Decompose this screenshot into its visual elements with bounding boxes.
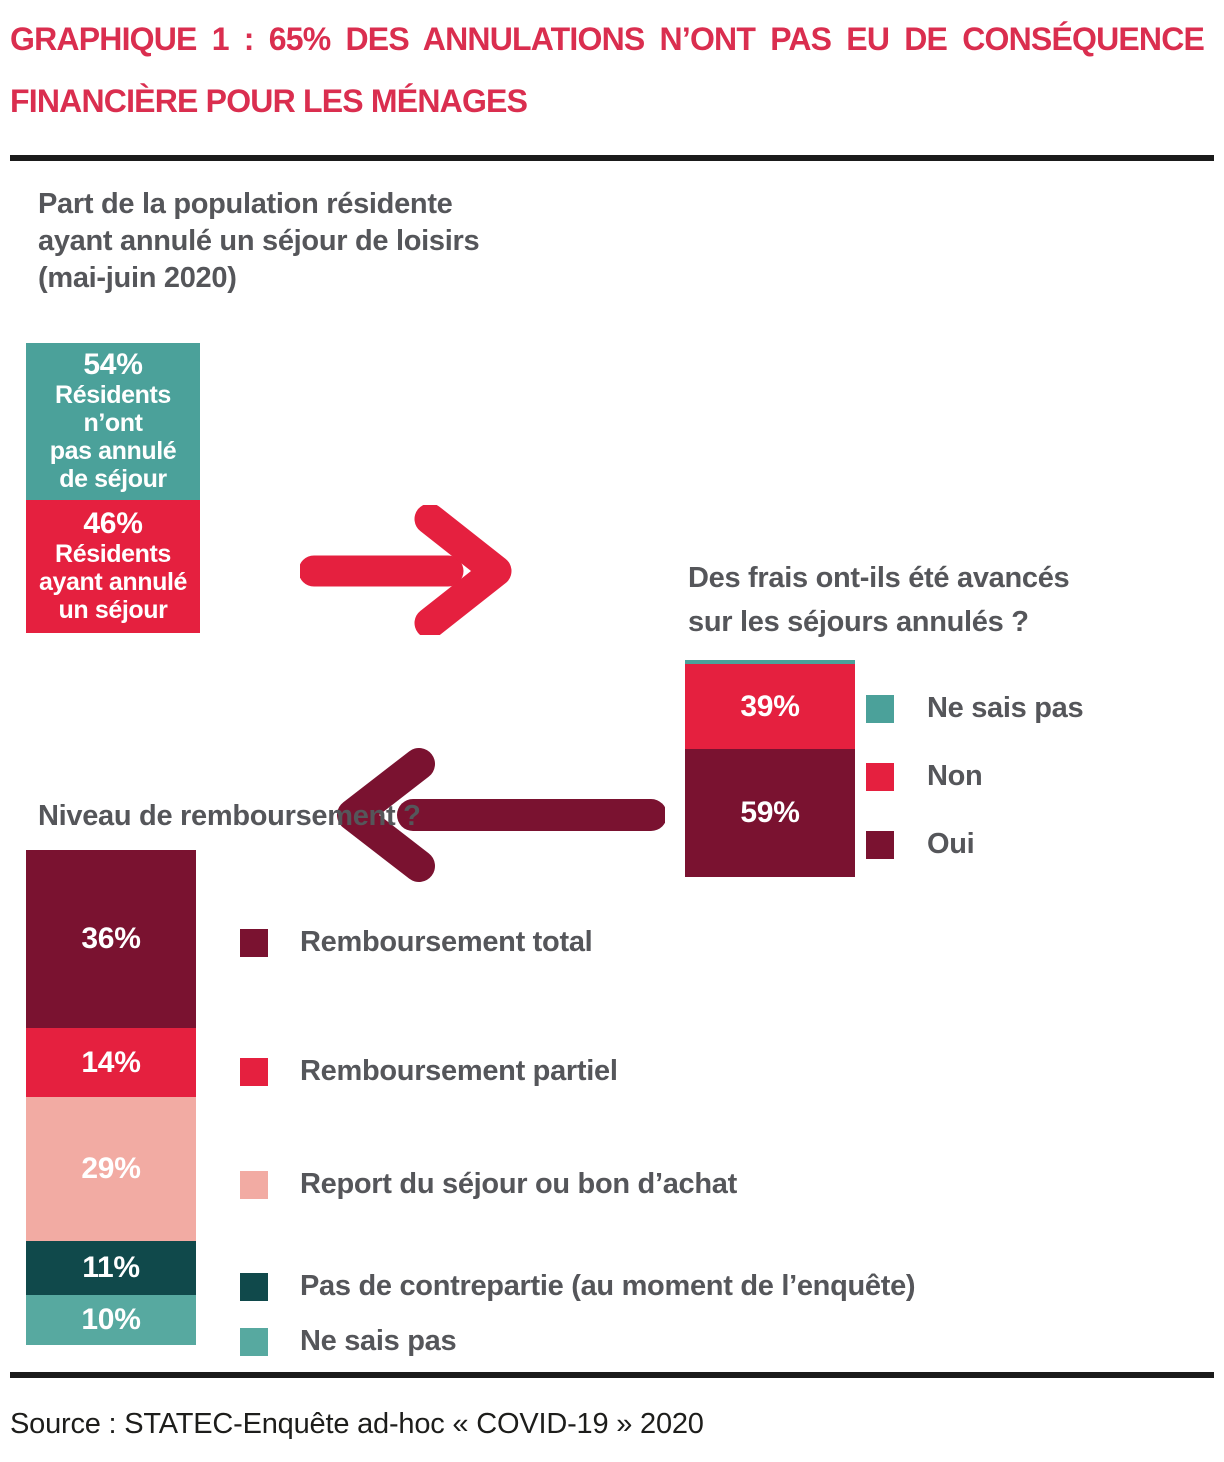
bar-segment: 59%: [685, 748, 855, 877]
population-subtitle-line2: ayant annulé un séjour de loisirs: [38, 225, 480, 257]
legend-item: Non: [866, 760, 1083, 793]
segment-value-label: 59%: [740, 795, 800, 829]
legend-label: Oui: [927, 828, 975, 860]
legend-swatch: [240, 928, 268, 957]
remboursement-legend: Remboursement total Remboursement partiel…: [240, 926, 916, 1358]
legend-item: Remboursement partiel: [240, 1055, 915, 1088]
legend-swatch: [866, 762, 894, 791]
segment-value-label: 11%: [82, 1251, 140, 1285]
legend-label: Remboursement total: [300, 926, 593, 958]
bar-segment: 36%: [26, 850, 196, 1029]
chart-title-line1: GRAPHIQUE 1 : 65% DES ANNULATIONS N’ONT …: [10, 21, 1205, 57]
legend-item: Ne sais pas: [866, 692, 1084, 725]
segment-value-label: 54%: [83, 348, 143, 382]
legend-swatch: [866, 694, 894, 723]
segment-value-label: 46%: [83, 507, 143, 541]
frais-question-line2: sur les séjours annulés ?: [688, 606, 1029, 638]
frais-stacked-bar: 39% 59%: [685, 660, 855, 877]
legend-swatch: [240, 1327, 268, 1356]
frais-question-line1: Des frais ont-ils été avancés: [688, 562, 1070, 594]
bar-segment: 39%: [685, 664, 855, 749]
frais-question: Des frais ont-ils été avancés sur les sé…: [688, 556, 1070, 644]
segment-text-line: pas annulé: [49, 437, 177, 466]
bar-segment: 29%: [26, 1097, 196, 1242]
segment-text-line: n’ont: [83, 409, 143, 438]
legend-swatch: [240, 1170, 268, 1199]
legend-item: Oui: [866, 828, 1083, 861]
chart-title-line2: FINANCIÈRE POUR LES MÉNAGES: [10, 83, 528, 119]
population-subtitle-line3: (mai-juin 2020): [38, 262, 237, 294]
remboursement-stacked-bar: 36% 14% 29% 11% 10%: [26, 850, 196, 1345]
population-subtitle: Part de la population résidente ayant an…: [38, 186, 480, 297]
legend-swatch: [240, 1057, 268, 1086]
segment-text-line: ayant annulé: [38, 568, 188, 597]
segment-text-line: de séjour: [59, 465, 167, 494]
legend-label: Remboursement partiel: [300, 1055, 618, 1087]
segment-value-label: 39%: [740, 689, 800, 723]
bar-segment: 46% Résidents ayant annulé un séjour: [26, 499, 200, 633]
top-divider: [10, 155, 1214, 161]
legend-item: Pas de contrepartie (au moment de l’enqu…: [240, 1270, 916, 1303]
bar-segment: 11%: [26, 1241, 196, 1296]
legend-item: Remboursement total: [240, 926, 915, 959]
segment-value-label: 29%: [81, 1152, 141, 1186]
legend-label: Pas de contrepartie (au moment de l’enqu…: [300, 1270, 916, 1302]
segment-value-label: 36%: [81, 922, 141, 956]
legend-swatch: [866, 830, 894, 859]
legend-label: Report du séjour ou bon d’achat: [300, 1168, 737, 1200]
legend-label: Ne sais pas: [927, 692, 1084, 724]
bar-segment: [685, 660, 855, 665]
legend-label: Ne sais pas: [300, 1325, 457, 1357]
bottom-divider: [10, 1372, 1214, 1378]
segment-text-line: Résidents: [55, 381, 171, 410]
source-caption: Source : STATEC-Enquête ad-hoc « COVID-1…: [10, 1408, 704, 1440]
bar-segment: 14%: [26, 1028, 196, 1098]
chart-title: GRAPHIQUE 1 : 65% DES ANNULATIONS N’ONT …: [10, 8, 1216, 132]
bar-segment: 10%: [26, 1295, 196, 1345]
segment-text-line: un séjour: [58, 596, 168, 625]
frais-legend: Ne sais pas Non Oui: [866, 692, 1084, 861]
arrow-right-icon: [300, 505, 512, 635]
legend-swatch: [240, 1272, 268, 1301]
arrow-left-icon: [337, 748, 665, 882]
niveau-question: Niveau de remboursement ?: [38, 800, 421, 832]
population-subtitle-line1: Part de la population résidente: [38, 188, 453, 220]
segment-text-line: Résidents: [55, 540, 171, 569]
legend-label: Non: [927, 760, 983, 792]
legend-item: Report du séjour ou bon d’achat: [240, 1168, 915, 1201]
segment-value-label: 14%: [81, 1045, 141, 1079]
bar-segment: 54% Résidents n’ont pas annulé de séjour: [26, 343, 200, 500]
segment-value-label: 10%: [81, 1303, 141, 1337]
legend-item: Ne sais pas: [240, 1325, 915, 1358]
population-stacked-bar: 54% Résidents n’ont pas annulé de séjour 46% R…: [26, 343, 200, 633]
